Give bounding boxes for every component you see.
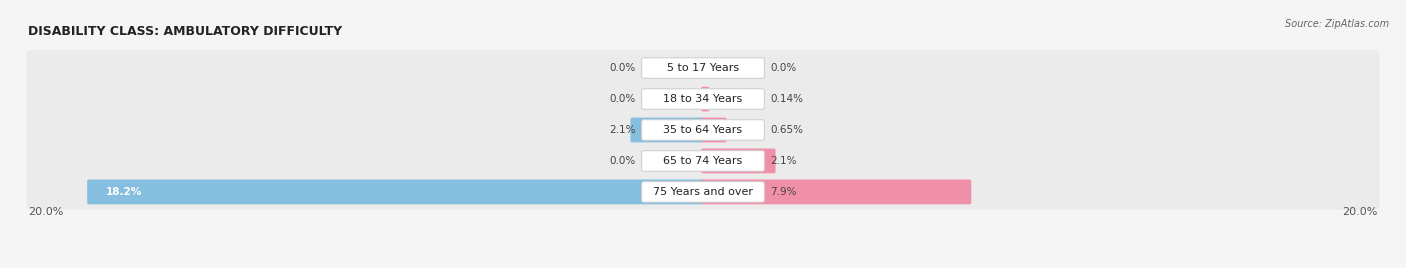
FancyBboxPatch shape — [630, 118, 704, 142]
Text: 0.0%: 0.0% — [609, 63, 636, 73]
Text: 7.9%: 7.9% — [770, 187, 797, 197]
Text: 5 to 17 Years: 5 to 17 Years — [666, 63, 740, 73]
FancyBboxPatch shape — [641, 120, 765, 140]
Text: 20.0%: 20.0% — [28, 207, 63, 217]
Text: Source: ZipAtlas.com: Source: ZipAtlas.com — [1285, 19, 1389, 29]
Text: 0.0%: 0.0% — [770, 63, 797, 73]
Text: 0.0%: 0.0% — [609, 94, 636, 104]
FancyBboxPatch shape — [702, 118, 727, 142]
Text: 75 Years and over: 75 Years and over — [652, 187, 754, 197]
Legend: Male, Female: Male, Female — [647, 265, 759, 268]
FancyBboxPatch shape — [27, 50, 1379, 86]
Text: 0.0%: 0.0% — [609, 156, 636, 166]
FancyBboxPatch shape — [641, 182, 765, 202]
FancyBboxPatch shape — [27, 81, 1379, 117]
Text: 2.1%: 2.1% — [770, 156, 797, 166]
Text: 20.0%: 20.0% — [1343, 207, 1378, 217]
Text: 0.65%: 0.65% — [770, 125, 803, 135]
FancyBboxPatch shape — [641, 89, 765, 109]
FancyBboxPatch shape — [702, 87, 710, 111]
Text: 35 to 64 Years: 35 to 64 Years — [664, 125, 742, 135]
FancyBboxPatch shape — [641, 58, 765, 78]
FancyBboxPatch shape — [27, 112, 1379, 148]
Text: 18.2%: 18.2% — [105, 187, 142, 197]
FancyBboxPatch shape — [27, 174, 1379, 210]
FancyBboxPatch shape — [702, 180, 972, 204]
FancyBboxPatch shape — [27, 143, 1379, 179]
Text: DISABILITY CLASS: AMBULATORY DIFFICULTY: DISABILITY CLASS: AMBULATORY DIFFICULTY — [28, 25, 342, 38]
Text: 2.1%: 2.1% — [609, 125, 636, 135]
Text: 18 to 34 Years: 18 to 34 Years — [664, 94, 742, 104]
Text: 0.14%: 0.14% — [770, 94, 803, 104]
FancyBboxPatch shape — [87, 180, 704, 204]
FancyBboxPatch shape — [641, 151, 765, 171]
FancyBboxPatch shape — [702, 148, 776, 173]
Text: 65 to 74 Years: 65 to 74 Years — [664, 156, 742, 166]
